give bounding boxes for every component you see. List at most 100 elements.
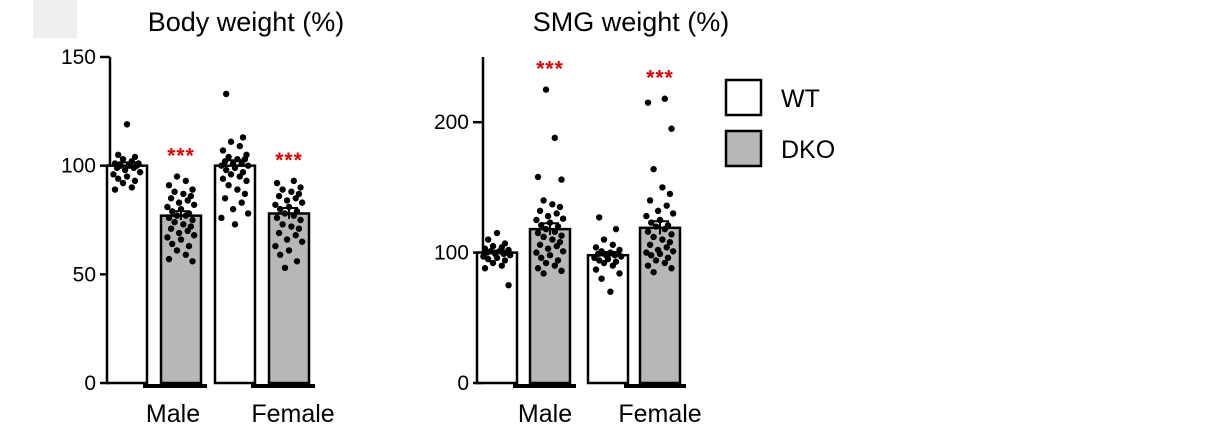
data-point xyxy=(225,153,232,161)
data-point xyxy=(184,197,191,204)
data-point xyxy=(165,182,173,189)
data-point xyxy=(229,205,237,213)
legend: WT DKO xyxy=(724,78,835,168)
data-point xyxy=(167,195,175,202)
data-point xyxy=(272,201,279,208)
data-point xyxy=(221,158,229,165)
data-point xyxy=(279,186,286,193)
data-point xyxy=(663,202,670,209)
chart-body-weight: Body weight (%) 0 50 100 150 *** *** Male Fem… xyxy=(61,7,344,428)
data-point xyxy=(533,249,540,256)
data-point xyxy=(540,233,547,241)
data-point xyxy=(663,244,670,251)
data-point xyxy=(298,238,306,245)
y-ticks-body-weight: 0 50 100 150 xyxy=(61,46,110,395)
data-point xyxy=(668,231,675,238)
data-point xyxy=(542,225,550,233)
data-point xyxy=(591,254,598,262)
data-point xyxy=(177,205,185,213)
data-point xyxy=(165,214,173,222)
data-point xyxy=(281,210,289,217)
chart-smg-weight: SMG weight (%) 0 100 200 *** *** Male Female xyxy=(434,7,729,428)
data-point xyxy=(553,242,560,250)
data-point xyxy=(558,267,565,275)
data-point xyxy=(650,165,657,173)
group-label-female: Female xyxy=(251,400,334,428)
data-point xyxy=(617,253,625,260)
data-point xyxy=(164,234,171,241)
data-point xyxy=(611,252,618,259)
data-point xyxy=(536,241,544,248)
bar-wt-male xyxy=(105,164,149,385)
data-point xyxy=(171,188,178,195)
data-point xyxy=(169,240,176,248)
legend-label-wt: WT xyxy=(781,85,820,113)
data-point xyxy=(596,257,603,264)
data-point xyxy=(297,184,304,191)
data-point xyxy=(506,252,514,259)
data-point xyxy=(231,164,239,172)
data-point xyxy=(646,241,654,248)
data-point xyxy=(241,190,249,198)
data-point xyxy=(292,195,299,202)
data-point xyxy=(285,247,293,254)
data-point xyxy=(661,95,668,102)
data-point xyxy=(612,225,620,233)
data-point xyxy=(227,138,235,145)
data-point xyxy=(218,162,225,169)
data-point xyxy=(121,166,129,174)
data-point xyxy=(544,212,552,220)
y-tick-label: 50 xyxy=(73,263,96,286)
data-point xyxy=(288,223,295,230)
panel-letter-box xyxy=(33,0,77,38)
data-point xyxy=(182,177,189,185)
data-point xyxy=(189,258,196,265)
significance-female: *** xyxy=(275,149,303,172)
data-point xyxy=(288,188,295,195)
data-point xyxy=(644,228,652,235)
data-point xyxy=(175,229,183,237)
data-point xyxy=(182,212,189,219)
data-point xyxy=(225,182,232,189)
points-body-weight xyxy=(110,90,306,272)
data-point xyxy=(164,203,171,211)
legend-swatch-dko xyxy=(724,129,763,168)
data-point xyxy=(293,258,301,265)
data-point xyxy=(659,184,666,191)
group-labels-body-weight: Male Female xyxy=(143,384,335,428)
data-point xyxy=(236,142,243,150)
data-point xyxy=(481,265,489,272)
data-point xyxy=(551,134,558,142)
data-point xyxy=(536,207,544,215)
data-point xyxy=(666,238,674,246)
data-point xyxy=(223,90,230,98)
data-point xyxy=(236,173,243,180)
data-point xyxy=(272,242,279,250)
data-point xyxy=(119,155,127,163)
data-point xyxy=(136,168,144,176)
data-point xyxy=(480,253,487,260)
data-point xyxy=(169,208,176,215)
group-label-male: Male xyxy=(146,400,200,428)
data-point xyxy=(669,248,677,255)
significance-body-weight: *** *** xyxy=(167,145,303,172)
data-point xyxy=(110,171,117,178)
data-point xyxy=(643,212,650,220)
data-point xyxy=(234,186,241,193)
data-point xyxy=(131,177,139,185)
data-point xyxy=(227,171,235,178)
data-point xyxy=(559,215,567,222)
data-point xyxy=(281,264,289,272)
data-point xyxy=(275,192,283,200)
data-point xyxy=(544,245,552,252)
data-point xyxy=(661,259,668,267)
group-label-female: Female xyxy=(618,400,701,428)
data-point xyxy=(190,201,198,208)
y-tick-label: 100 xyxy=(61,155,96,178)
data-point xyxy=(644,262,652,269)
data-point xyxy=(540,197,547,204)
data-point xyxy=(669,210,677,217)
data-point xyxy=(297,216,304,224)
data-point xyxy=(173,173,181,180)
data-point xyxy=(189,186,196,193)
